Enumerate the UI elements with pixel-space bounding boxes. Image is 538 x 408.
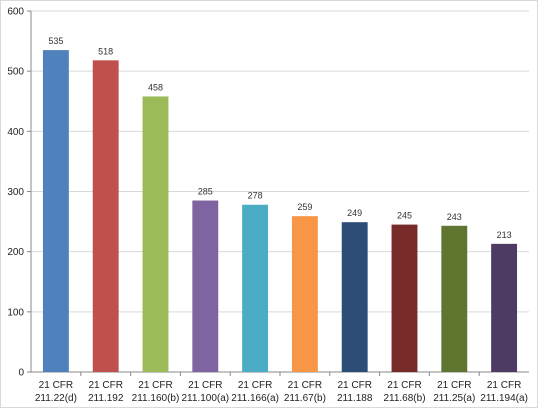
y-tick-label: 600 [7, 7, 24, 18]
category-label-line: 211.68(b) [383, 393, 425, 404]
y-tick-label: 200 [7, 247, 24, 258]
data-label: 285 [198, 187, 213, 197]
category-label: 21 CFR 211.194(a) [480, 380, 528, 404]
bar [441, 225, 468, 372]
category-label: 21 CFR 211.188 [337, 380, 373, 404]
category-label-line: 211.160(b) [132, 393, 180, 404]
bar [491, 243, 518, 372]
y-tick-label: 400 [7, 127, 24, 138]
category-label-line: 21 CFR [437, 380, 471, 391]
category-label-line: 211.22(d) [35, 393, 77, 404]
data-label: 213 [497, 230, 512, 240]
y-tick-label: 500 [7, 67, 24, 78]
category-label: 21 CFR 211.100(a) [181, 380, 229, 404]
data-label: 278 [248, 191, 263, 201]
category-label: 21 CFR 211.25(a) [433, 380, 475, 404]
bar [42, 50, 69, 372]
category-label-line: 211.188 [337, 393, 373, 404]
y-tick-label: 100 [7, 307, 24, 318]
category-label-line: 211.192 [88, 393, 124, 404]
category-label-line: 21 CFR [288, 380, 322, 391]
y-tick-label: 0 [18, 368, 24, 379]
category-label-line: 21 CFR [238, 380, 272, 391]
category-label-line: 21 CFR [487, 380, 521, 391]
data-label: 518 [98, 46, 113, 56]
bar [291, 216, 318, 372]
category-label-line: 21 CFR [337, 380, 371, 391]
data-label: 243 [447, 212, 462, 222]
bar [341, 222, 368, 372]
category-label-line: 211.166(a) [231, 393, 279, 404]
category-label-line: 21 CFR [188, 380, 222, 391]
bar [391, 224, 418, 372]
y-tick-label: 300 [7, 187, 24, 198]
bar [92, 60, 119, 372]
data-label: 458 [148, 82, 163, 92]
data-label: 259 [297, 202, 312, 212]
category-label-line: 211.194(a) [480, 393, 528, 404]
category-label: 21 CFR 211.67(b) [284, 380, 326, 404]
category-label: 21 CFR 211.160(b) [132, 380, 180, 404]
category-label-line: 21 CFR [88, 380, 122, 391]
bar [242, 204, 269, 372]
category-label: 21 CFR 211.192 [88, 380, 124, 404]
bar [142, 96, 169, 372]
data-label: 535 [48, 36, 63, 46]
category-label-line: 211.25(a) [433, 393, 475, 404]
category-label: 21 CFR 211.22(d) [35, 380, 77, 404]
bar [192, 200, 219, 372]
category-label: 21 CFR 211.68(b) [383, 380, 425, 404]
data-label: 249 [347, 208, 362, 218]
category-label-line: 21 CFR [138, 380, 172, 391]
category-label-line: 211.100(a) [181, 393, 229, 404]
data-label: 245 [397, 211, 412, 221]
category-label-line: 211.67(b) [284, 393, 326, 404]
category-label: 21 CFR 211.166(a) [231, 380, 279, 404]
category-label-line: 21 CFR [39, 380, 73, 391]
category-label-line: 21 CFR [387, 380, 421, 391]
